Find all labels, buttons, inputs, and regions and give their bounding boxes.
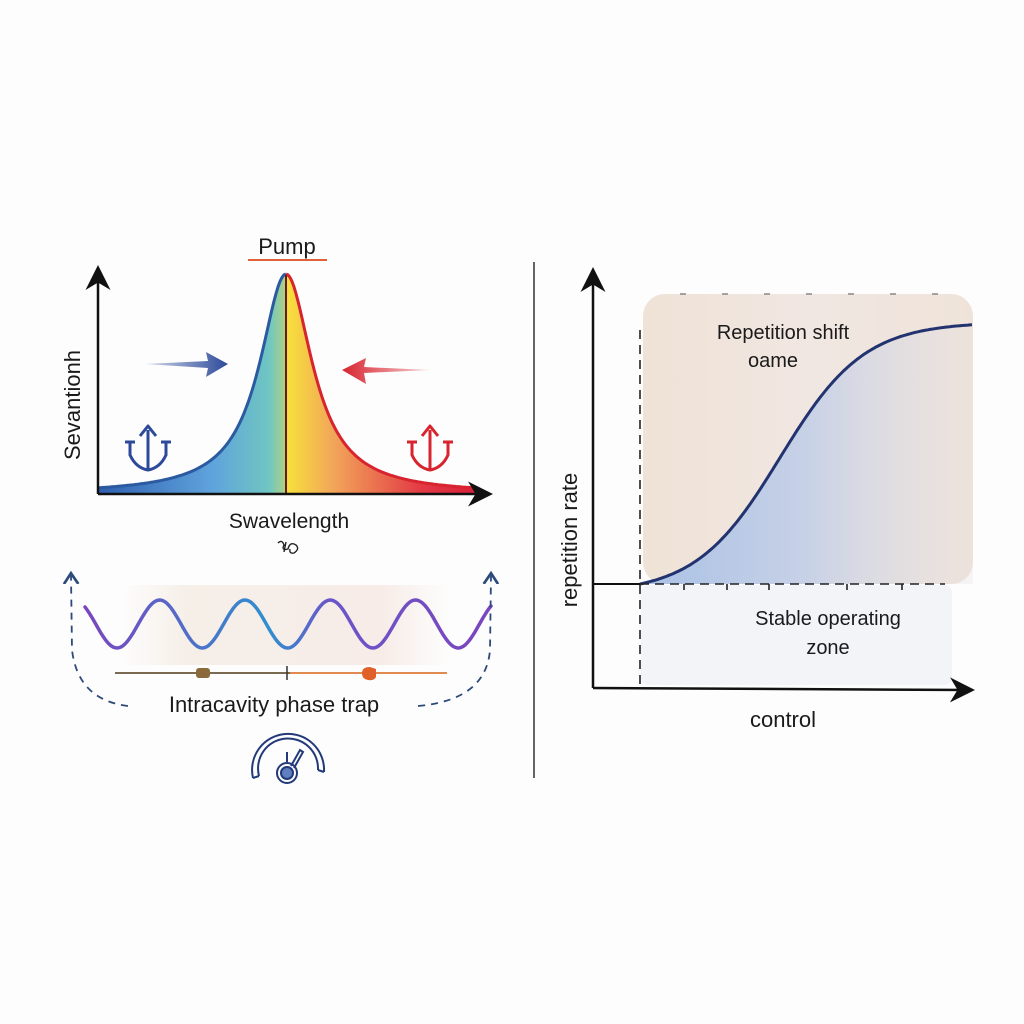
- left-loop-arrow: [71, 575, 129, 707]
- brown-marker: [196, 668, 210, 678]
- upper-region-label-line2: oame: [748, 350, 798, 372]
- repetition-rate-plot: repetition rate control Repetition shift…: [557, 267, 975, 732]
- wave-background: [120, 585, 450, 665]
- phase-trap: Intracavity phase trap: [71, 575, 493, 784]
- spectrum-plot: Pump Sevantionh Swavelength: [60, 234, 493, 554]
- pump-label: Pump: [258, 234, 315, 259]
- x-axis-label: Swavelength: [229, 510, 349, 533]
- x-axis-label: control: [750, 707, 816, 732]
- scribble-glyph: [277, 540, 299, 554]
- curve-fill: [640, 324, 973, 584]
- gauge-icon: [251, 732, 326, 784]
- repetition-curve: [639, 323, 973, 586]
- spectrum-right-edge: [285, 272, 479, 490]
- spectrum-left-edge: [97, 272, 287, 490]
- upper-region-label-line1: Repetition shift: [717, 322, 850, 344]
- orange-marker: [362, 667, 376, 681]
- lower-region-label-line1: Stable operating: [755, 608, 901, 630]
- trap-label: Intracavity phase trap: [169, 692, 379, 717]
- red-arrow-left: [342, 358, 430, 384]
- x-axis: [592, 677, 975, 703]
- blue-arrow-right: [145, 352, 228, 377]
- lower-region-label-line2: zone: [806, 637, 849, 659]
- wave: [83, 598, 493, 650]
- baseline-ticks: [683, 584, 903, 590]
- spectrum-fill: [98, 274, 478, 494]
- y-axis-label: repetition rate: [557, 473, 582, 608]
- y-axis-label: Sevantionh: [60, 350, 85, 460]
- blue-anchor-icon: [125, 424, 171, 472]
- right-loop-arrow: [417, 575, 491, 707]
- red-anchor-icon: [407, 424, 453, 472]
- lower-region: [641, 585, 952, 685]
